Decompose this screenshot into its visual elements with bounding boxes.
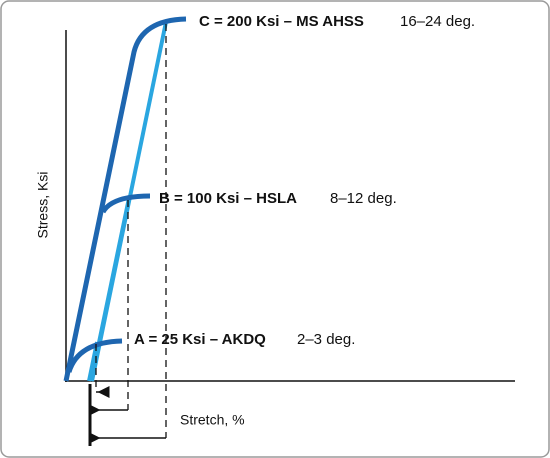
unload-line-b <box>89 197 131 382</box>
curve-b <box>100 193 151 214</box>
curve-label: C = 200 Ksi – MS AHSS <box>199 13 364 30</box>
y-axis-label: Stress, Ksi <box>35 172 51 239</box>
curve-angle: 8–12 deg. <box>330 190 397 207</box>
curve-c <box>63 16 187 382</box>
dashed-guides <box>95 24 167 438</box>
curve-label: A = 25 Ksi – AKDQ <box>134 331 266 348</box>
curve-a <box>66 338 123 373</box>
stretch-arrows <box>88 386 166 444</box>
curve-angle: 2–3 deg. <box>297 331 355 348</box>
x-axis-label: Stretch, % <box>180 412 245 428</box>
curve-label: B = 100 Ksi – HSLA <box>159 190 297 207</box>
curve-angle: 16–24 deg. <box>400 13 475 30</box>
